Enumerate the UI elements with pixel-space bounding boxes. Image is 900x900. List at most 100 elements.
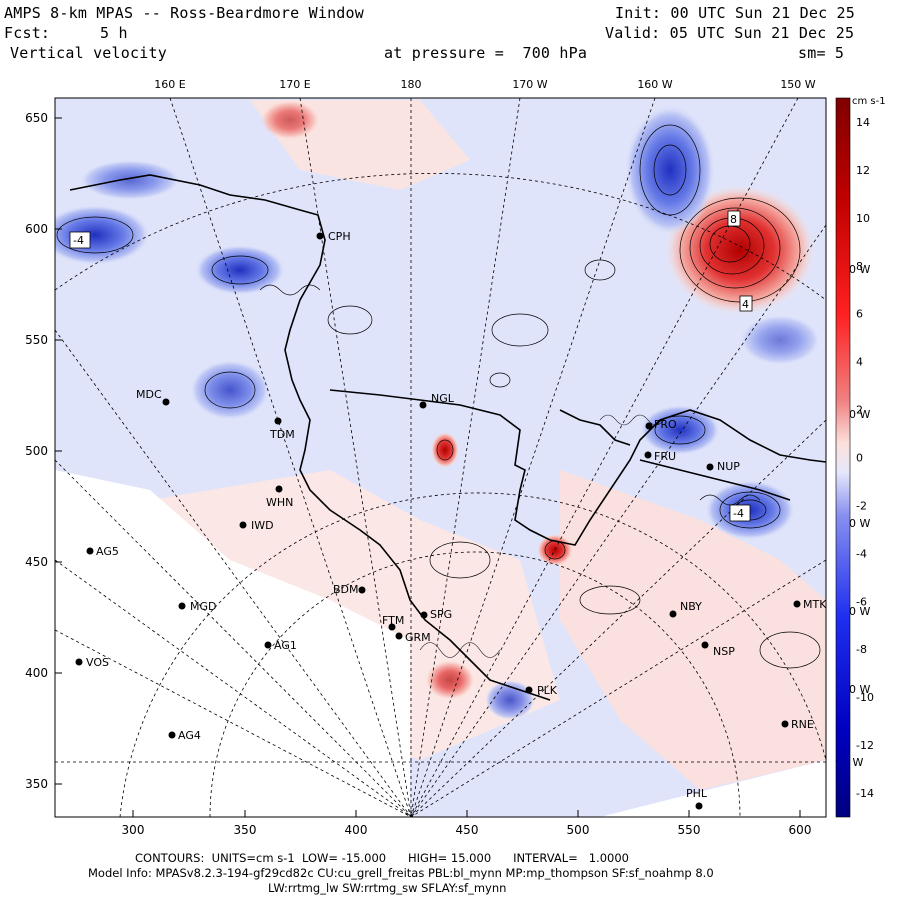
y-tick-350: 350 [25,777,48,791]
colorbar-label: 8 [856,260,863,273]
y-tick-550: 550 [25,333,48,347]
station-label-nsp: NSP [713,645,735,658]
x-tick-550: 550 [678,823,701,837]
x-tick-450: 450 [456,823,479,837]
station-label-grm: GRM [405,631,431,644]
forecast-hour: 5 h [100,24,128,42]
x-tick-600: 600 [789,823,812,837]
colorbar-label: -2 [856,499,867,512]
y-tick-600: 600 [25,222,48,236]
colorbar-label: -6 [856,595,867,608]
station-label-mdc: MDC [136,388,162,401]
station-label-iwd: IWD [251,519,274,532]
model-info: Model Info: MPASv8.2.3-194-gf29cd82c CU:… [88,866,714,880]
station-label-mtk: MTK [803,598,827,611]
x-tick-300: 300 [122,823,145,837]
colorbar-units: cm s-1 [852,96,886,107]
extrema-label-4: -4 [733,507,744,520]
contour-info: CONTOURS: UNITS=cm s-1 LOW= -15.000 HIGH… [135,851,629,865]
downdraft-cell-mdc [190,360,270,420]
y-tick-500: 500 [25,444,48,458]
extrema-labels: -4 8 4 -4 [69,210,753,522]
station-label-ag4: AG4 [178,729,201,742]
forecast-label: Fcst: [4,24,51,42]
colorbar-labels: 14 12 10 8 6 4 2 0 -2 -4 -6 -8 -10 -12 -14 [856,116,874,800]
colorbar-label: 10 [856,212,870,225]
x-axis-ticks [132,810,801,817]
init-time: Init: 00 UTC Sun 21 Dec 25 [615,4,855,22]
station-label-nup: NUP [717,460,740,473]
station-label-bdm: BDM [333,583,359,596]
x-tick-400: 400 [345,823,368,837]
top-lon-labels: 160 E 170 E 180 170 W 160 W 150 W [154,78,816,91]
downdraft-cell-east-coast [740,315,820,365]
y-tick-450: 450 [25,555,48,569]
station-label-nby: NBY [680,600,702,613]
station-dot-ag4 [168,731,176,739]
station-dot-mgd [178,602,186,610]
station-label-ngl: NGL [431,392,455,405]
station-dot-bdm [358,586,366,594]
field-white-region [55,470,410,817]
map-title: AMPS 8-km MPAS -- Ross-Beardmore Window [4,4,364,22]
station-label-cph: CPH [328,230,351,243]
x-axis: 300 350 400 450 500 550 600 [122,823,812,837]
station-label-spg: SPG [430,608,452,621]
station-dot-grm [395,632,403,640]
station-dot-iwd [239,521,247,529]
station-label-vos: VOS [86,656,109,669]
pressure-level: at pressure = 700 hPa [384,44,588,62]
station-label-fro: FRO [654,418,677,431]
station-label-mgd: MGD [190,600,217,613]
station-dot-mdc [162,398,170,406]
colorbar-label: -14 [856,787,874,800]
station-dot-ngl [419,401,427,409]
updraft-cell-plateau [537,534,573,566]
top-lon-170e: 170 E [279,78,310,91]
coastline [69,174,826,701]
station-label-whn: WHN [266,496,293,509]
updraft-cell-east [665,185,815,315]
colorbar-label: 2 [856,404,863,417]
plot-frame [54,97,827,818]
downdraft-cell-ne [625,105,715,235]
station-dot-nsp [701,641,709,649]
station-dot-whn [275,485,283,493]
colorbar [835,97,851,818]
station-dot-spg [420,611,428,619]
station-dot-ag5 [86,547,94,555]
colorbar-label: -12 [856,739,874,752]
graticule [55,98,826,817]
y-axis-ticks [55,117,62,785]
top-lon-150w: 150 W [780,78,815,91]
station-dot-nby [669,610,677,618]
station-label-ag1: AG1 [274,639,297,652]
updraft-cell-coast [425,660,475,700]
station-dot-fro [645,422,653,430]
top-lon-170w: 170 W [512,78,547,91]
field-pink-east [560,470,826,790]
colorbar-label: 12 [856,164,870,177]
station-label-tdm: TDM [269,428,295,441]
station-dot-ftm [388,623,396,631]
station-dot-mtk [793,600,801,608]
stations: CPH MDC TDM NGL WHN IWD AG5 MGD BDM FTM … [75,230,827,810]
station-dot-cph [316,232,324,240]
station-label-ftm: FTM [382,614,404,627]
station-label-fru: FRU [654,450,676,463]
x-tick-500: 500 [567,823,590,837]
y-axis: 650 600 550 500 450 400 350 [25,111,48,791]
station-dot-rne [781,720,789,728]
top-lon-160e: 160 E [154,78,185,91]
smoothing: sm= 5 [798,44,845,62]
extrema-label-3: 4 [742,298,749,311]
extrema-label-2: 8 [730,213,737,226]
station-dot-nup [706,463,714,471]
model-info-2: LW:rrtmg_lw SW:rrtmg_sw SFLAY:sf_mynn [268,881,507,895]
x-tick-350: 350 [234,823,257,837]
colorbar-label: -10 [856,691,874,704]
station-dot-plk [525,686,533,694]
station-dot-ag1 [264,641,272,649]
extrema-label-1: -4 [73,234,84,247]
